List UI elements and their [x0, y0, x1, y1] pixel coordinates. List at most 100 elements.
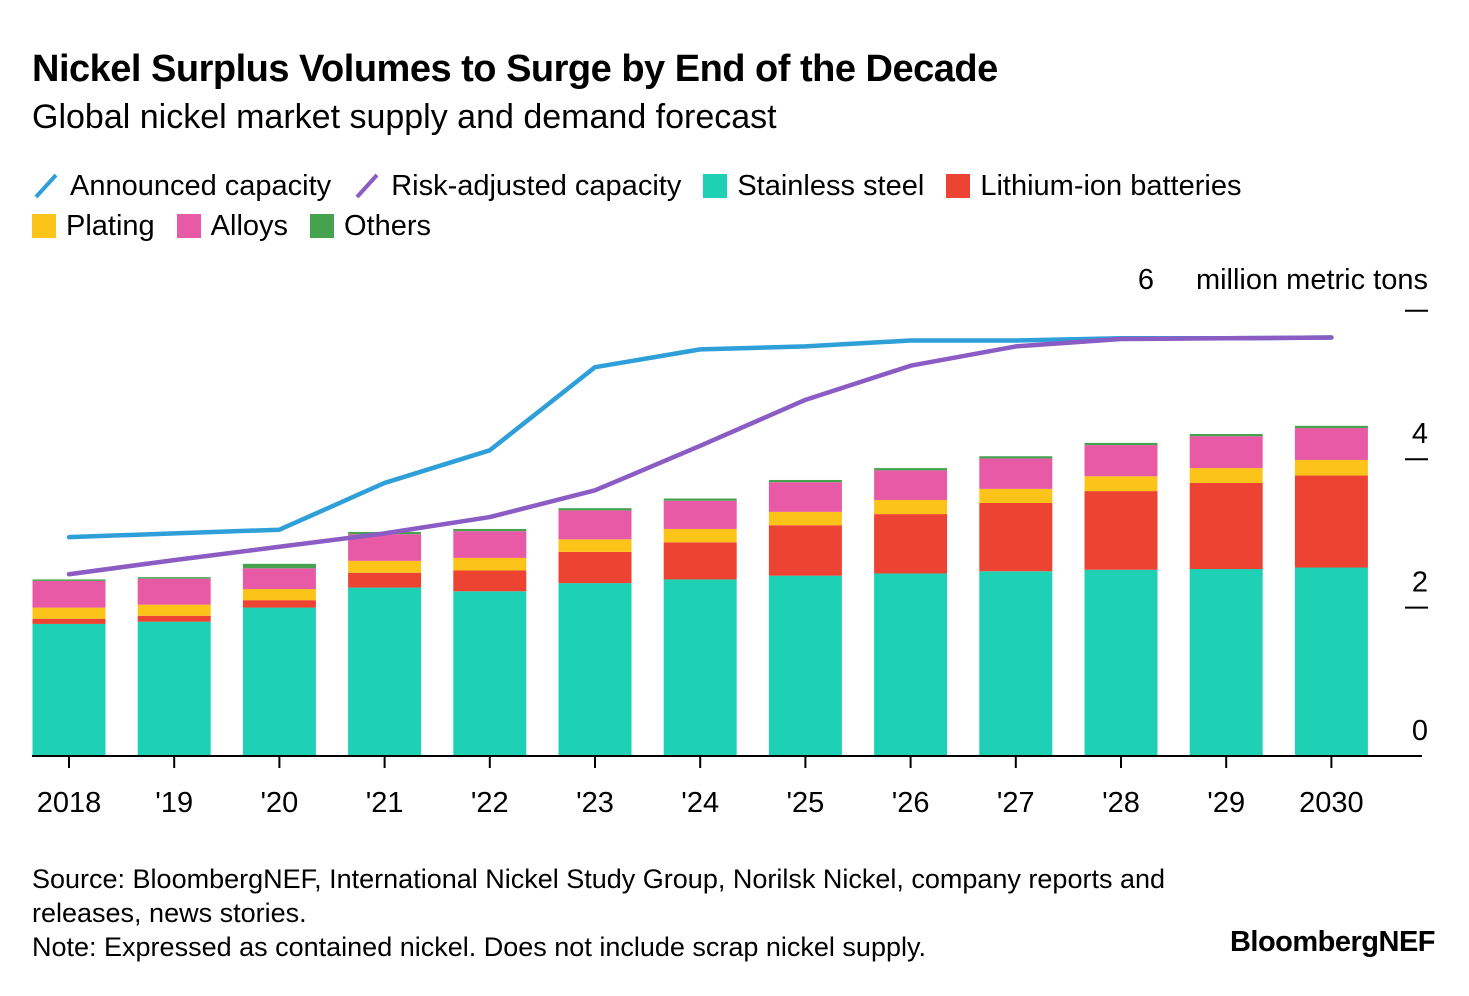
bar-segment-others — [1294, 425, 1368, 429]
x-tick-label: '23 — [576, 787, 614, 819]
legend-color-swatch — [703, 174, 728, 198]
bar-segment-lithium-ion-batteries — [1189, 482, 1263, 570]
bar-segment-alloys — [242, 568, 316, 590]
bar-segment-plating — [768, 511, 842, 526]
bar-segment-others — [979, 456, 1053, 459]
bar-segment-alloys — [874, 470, 948, 501]
bar-segment-lithium-ion-batteries — [768, 525, 842, 576]
legend-line-swatch — [355, 173, 379, 199]
bar-segment-others — [558, 508, 632, 511]
bar-segment-stainless-steel — [874, 573, 948, 756]
bar-segment-plating — [348, 560, 422, 573]
legend-color-swatch — [176, 214, 201, 238]
bar-segment-alloys — [1294, 428, 1368, 460]
bar-segment-alloys — [979, 458, 1053, 489]
bar-segment-plating — [242, 589, 316, 601]
bar-segment-stainless-steel — [979, 571, 1053, 756]
legend-label: Others — [344, 209, 432, 242]
bar-segment-others — [32, 579, 106, 581]
bar-segment-stainless-steel — [558, 583, 632, 756]
bar-segment-lithium-ion-batteries — [32, 618, 106, 624]
bar-segment-lithium-ion-batteries — [979, 502, 1053, 572]
x-tick-label: '21 — [366, 787, 404, 819]
brand-logo: BloombergNEF — [1229, 926, 1436, 958]
bar-segment-plating — [874, 500, 948, 515]
legend-item: Risk-adjusted capacity — [353, 170, 681, 203]
chart-subtitle: Global nickel market supply and demand f… — [32, 98, 777, 136]
x-tick-label: '29 — [1207, 787, 1245, 819]
bar-segment-plating — [32, 607, 106, 619]
legend-item: Announced capacity — [32, 170, 331, 203]
bar-segment-plating — [663, 528, 737, 543]
bar-segment-lithium-ion-batteries — [242, 600, 316, 608]
legend-label: Lithium-ion batteries — [980, 169, 1242, 202]
bar-segment-lithium-ion-batteries — [1084, 491, 1158, 570]
x-tick-label: 2018 — [37, 787, 102, 819]
bar-segment-others — [768, 479, 842, 483]
bar-segment-lithium-ion-batteries — [453, 570, 527, 592]
bar-segment-plating — [137, 604, 211, 616]
bar-segment-stainless-steel — [1294, 567, 1368, 756]
legend-item: Plating — [32, 210, 155, 243]
chart-area: 2018 '19 '20 '21 '22 '23 '24 '25 '26 '27 '28 '29 203… — [32, 264, 1428, 819]
bar-segment-lithium-ion-batteries — [1294, 475, 1368, 568]
bar-segment-others — [242, 563, 316, 569]
bar-segment-plating — [1189, 468, 1263, 483]
bar-segment-lithium-ion-batteries — [137, 615, 211, 622]
x-tick-label: '22 — [471, 787, 509, 819]
bar-segment-alloys — [32, 580, 106, 608]
bar-segment-others — [453, 528, 527, 532]
bar-segment-stainless-steel — [453, 591, 527, 756]
bar-segment-lithium-ion-batteries — [663, 542, 737, 580]
bar-segment-plating — [1294, 459, 1368, 476]
bar-segment-stainless-steel — [348, 587, 422, 756]
x-tick-label: '20 — [261, 787, 299, 819]
bar-segment-stainless-steel — [32, 623, 106, 756]
legend-line-swatch — [34, 173, 58, 199]
y-tick-label: 0 — [1412, 715, 1428, 747]
chart-title: Nickel Surplus Volumes to Surge by End o… — [32, 48, 998, 90]
bar-segment-others — [137, 577, 211, 579]
legend: Announced capacity Risk-adjusted capacity… — [32, 166, 1452, 246]
x-tick-label: '27 — [997, 787, 1035, 819]
bar-segment-others — [663, 498, 737, 501]
footnote: Note: Expressed as contained nickel. Doe… — [32, 932, 926, 962]
y-unit-label: million metric tons — [1196, 264, 1428, 296]
bar-segment-alloys — [453, 531, 527, 558]
x-tick-label: '28 — [1102, 787, 1140, 819]
legend-row: Announced capacity Risk-adjusted capacity… — [32, 166, 1452, 206]
bar-segment-stainless-steel — [242, 607, 316, 756]
y-tick-label: 6 — [1138, 264, 1154, 296]
legend-color-swatch — [946, 174, 971, 198]
legend-color-swatch — [32, 214, 56, 238]
x-tick-label: 2030 — [1299, 787, 1364, 819]
legend-label: Risk-adjusted capacity — [391, 169, 682, 202]
y-tick-label: 4 — [1412, 418, 1428, 450]
bar-segment-alloys — [1084, 445, 1158, 477]
x-tick-label: '19 — [155, 787, 193, 819]
legend-item: Stainless steel — [703, 170, 924, 203]
x-tick-label: '25 — [787, 787, 825, 819]
bar-segment-alloys — [663, 500, 737, 529]
legend-item: Lithium-ion batteries — [946, 170, 1241, 203]
source-note: Source: BloombergNEF, International Nick… — [32, 864, 1165, 928]
bar-segment-alloys — [1189, 436, 1263, 469]
bar-segment-alloys — [558, 510, 632, 540]
bar-segment-stainless-steel — [1084, 569, 1158, 756]
legend-label: Stainless steel — [737, 169, 925, 202]
bar-segment-lithium-ion-batteries — [348, 572, 422, 588]
legend-label: Alloys — [210, 209, 289, 242]
bar-segment-stainless-steel — [663, 579, 737, 756]
x-tick-label: '26 — [892, 787, 930, 819]
bar-segment-others — [874, 468, 948, 471]
bar-segment-stainless-steel — [1189, 569, 1263, 756]
bar-segment-lithium-ion-batteries — [874, 514, 948, 574]
bar-segment-stainless-steel — [137, 621, 211, 756]
legend-label: Announced capacity — [70, 169, 332, 202]
legend-row: Plating Alloys Others — [32, 206, 1452, 246]
bar-segment-stainless-steel — [768, 575, 842, 756]
bar-segment-others — [1084, 442, 1158, 446]
bar-segment-others — [1189, 433, 1263, 437]
line-risk-adjusted-capacity — [66, 335, 1334, 577]
footer: Source: BloombergNEF, International Nick… — [32, 862, 1212, 964]
